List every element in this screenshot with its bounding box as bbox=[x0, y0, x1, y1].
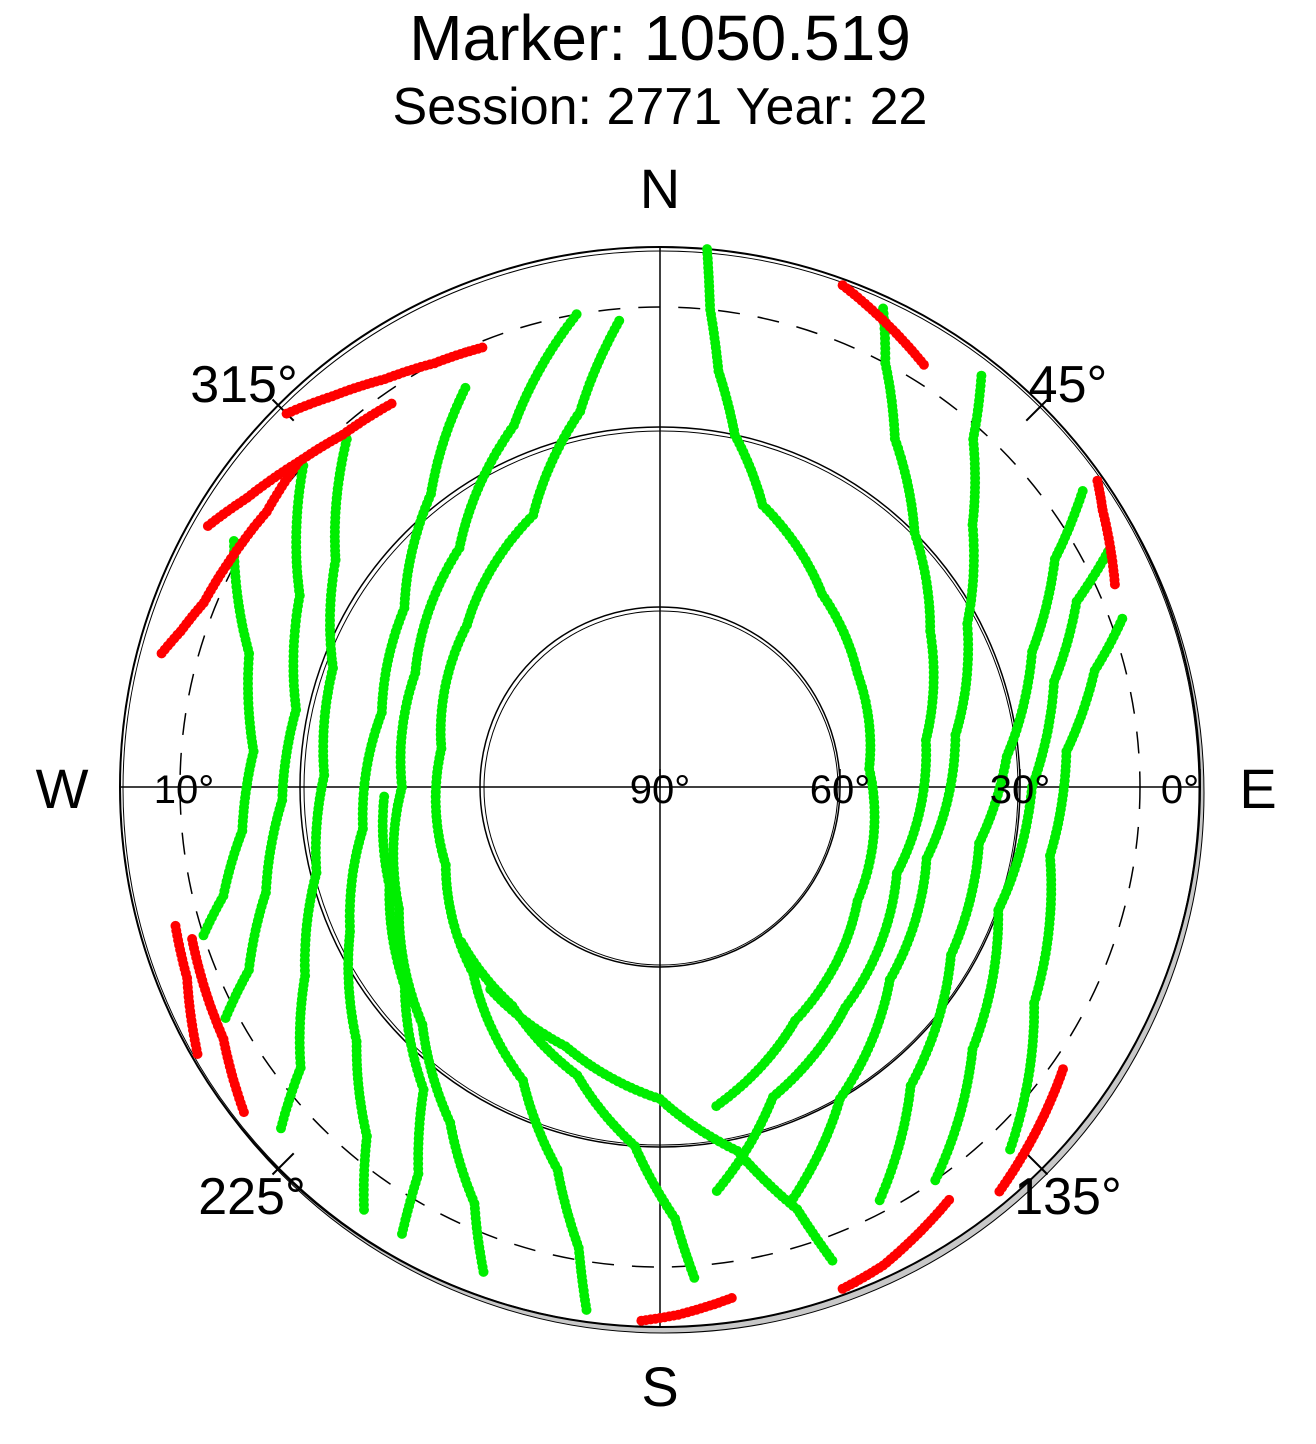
azimuth-label-225: 225° bbox=[198, 1168, 306, 1226]
elevation-label-west-10: 10° bbox=[154, 768, 215, 812]
accepted-track-3 bbox=[874, 486, 1088, 1206]
azimuth-tick-45 bbox=[1025, 398, 1049, 422]
rejected-track-5 bbox=[837, 280, 929, 370]
accepted-track-13 bbox=[456, 937, 700, 1283]
rejected-observation-point bbox=[187, 934, 198, 944]
elevation-label-30: 30° bbox=[990, 768, 1051, 812]
azimuth-label-45: 45° bbox=[1029, 356, 1108, 414]
accepted-observation-point bbox=[930, 1175, 941, 1186]
accepted-observation-point bbox=[456, 937, 467, 948]
accepted-track-1 bbox=[711, 303, 939, 1196]
polar-grid bbox=[119, 246, 1205, 1334]
compass-south-label: S bbox=[641, 1355, 678, 1418]
axis-labels: N S E W 45° 135° 225° 315° 90° 60° 30° 0° 10° bbox=[36, 157, 1277, 1418]
rejected-track-7 bbox=[994, 1064, 1068, 1197]
rejected-observation-point bbox=[918, 359, 929, 370]
accepted-observation-point bbox=[874, 1195, 885, 1206]
rejected-observation-point bbox=[994, 1186, 1005, 1197]
rejected-track-4 bbox=[170, 920, 203, 1059]
rejected-observation-point bbox=[1109, 579, 1120, 590]
rejected-track-3 bbox=[187, 934, 249, 1118]
compass-east-label: E bbox=[1239, 757, 1276, 820]
azimuth-tick-225 bbox=[271, 1152, 295, 1176]
chart-subtitle: Session: 2771 Year: 22 bbox=[393, 78, 928, 136]
rejected-track-2 bbox=[281, 342, 488, 419]
rejected-track-6 bbox=[1092, 475, 1120, 590]
rejected-track-8 bbox=[837, 1194, 955, 1294]
accepted-track-5 bbox=[1005, 613, 1128, 1155]
rejected-track-9 bbox=[636, 1293, 737, 1326]
satellite-tracks bbox=[156, 244, 1128, 1326]
elevation-label-60: 60° bbox=[810, 768, 871, 812]
accepted-observation-point bbox=[379, 791, 390, 802]
accepted-observation-point bbox=[571, 309, 582, 320]
azimuth-tick-135 bbox=[1025, 1152, 1049, 1176]
compass-west-label: W bbox=[36, 757, 89, 820]
horizon-circle-inner bbox=[122, 250, 1200, 1328]
azimuth-label-315: 315° bbox=[190, 356, 298, 414]
accepted-track-8 bbox=[343, 382, 471, 1215]
accepted-observation-point bbox=[460, 382, 471, 393]
accepted-track-14 bbox=[377, 791, 429, 1239]
azimuth-label-135: 135° bbox=[1014, 1168, 1122, 1226]
accepted-observation-point bbox=[711, 1186, 722, 1196]
chart-title: Marker: 1050.519 bbox=[409, 2, 911, 74]
accepted-track-6 bbox=[430, 315, 625, 1315]
elevation-circle-30-inner bbox=[303, 430, 1019, 1146]
accepted-track-9 bbox=[276, 434, 352, 1134]
accepted-observation-point bbox=[614, 315, 625, 326]
accepted-track-2 bbox=[788, 370, 987, 1203]
elevation-label-0: 0° bbox=[1161, 768, 1199, 812]
rejected-observation-point bbox=[636, 1315, 647, 1326]
rejected-observation-point bbox=[477, 342, 488, 353]
compass-north-label: N bbox=[640, 157, 680, 220]
accepted-track-0 bbox=[702, 244, 880, 1112]
elevation-label-90: 90° bbox=[630, 768, 691, 812]
accepted-observation-point bbox=[1005, 1144, 1016, 1155]
accepted-track-11 bbox=[198, 536, 259, 941]
rejected-observation-point bbox=[837, 1283, 848, 1294]
rejected-observation-point bbox=[170, 920, 181, 931]
rejected-observation-point bbox=[386, 398, 397, 409]
elevation-circle-60-inner bbox=[483, 610, 839, 966]
rejected-track-1 bbox=[202, 398, 397, 531]
accepted-observation-point bbox=[711, 1101, 722, 1112]
